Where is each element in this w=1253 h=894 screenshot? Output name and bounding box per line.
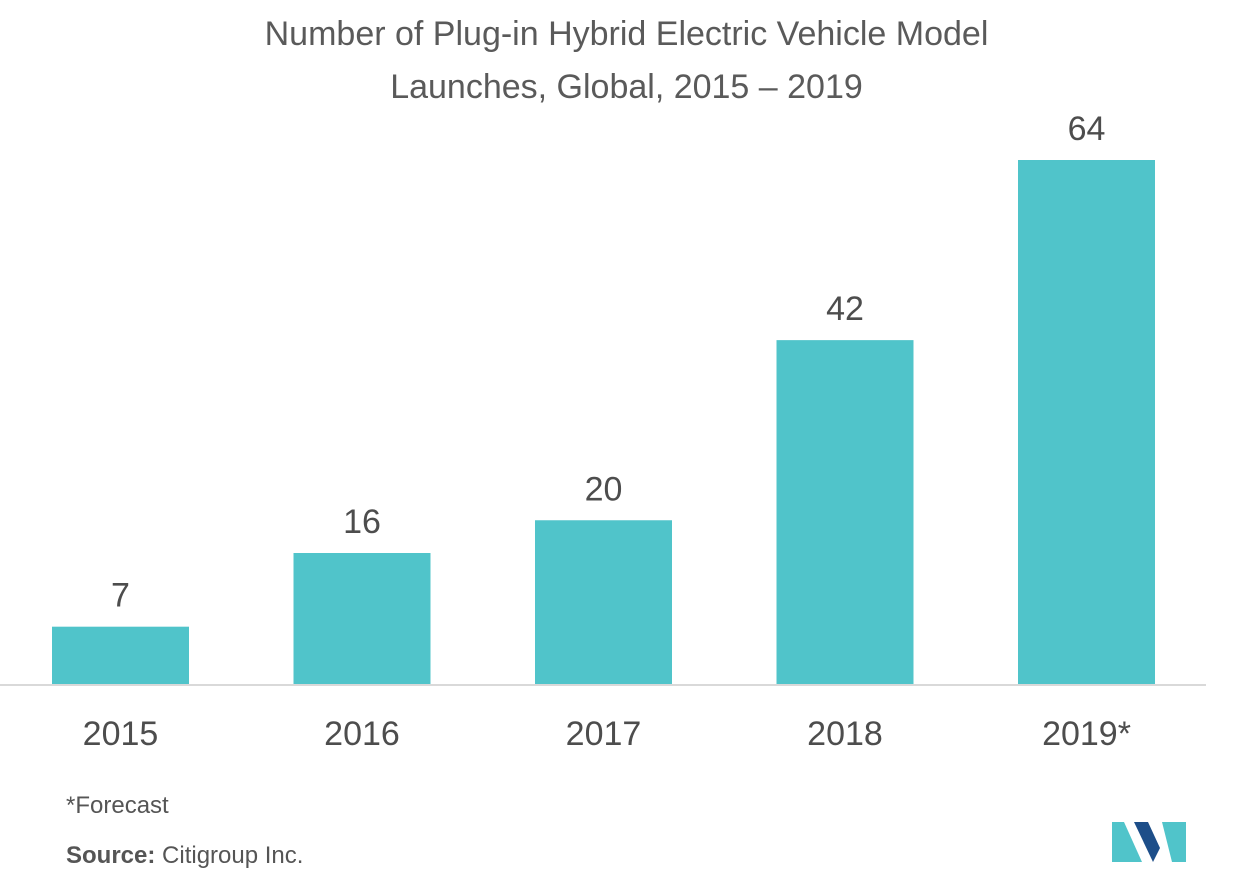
bar-2018 bbox=[776, 340, 914, 684]
bar-chart: 7 16 20 42 64 2015 2016 2017 2018 2019* bbox=[0, 110, 1206, 753]
x-tick-label-2017: 2017 bbox=[566, 715, 642, 753]
bar-2015 bbox=[52, 626, 189, 684]
value-label-2018: 42 bbox=[826, 290, 864, 328]
x-tick-label-2018: 2018 bbox=[807, 715, 883, 753]
chart-title: Number of Plug-in Hybrid Electric Vehicl… bbox=[0, 8, 1253, 114]
value-label-2015: 7 bbox=[111, 577, 130, 615]
logo-middle-shape bbox=[1134, 822, 1160, 862]
chart-title-line-1: Number of Plug-in Hybrid Electric Vehicl… bbox=[264, 15, 989, 53]
bar-2019* bbox=[1018, 160, 1155, 684]
x-tick-label-2016: 2016 bbox=[324, 715, 400, 753]
footnote: *Forecast bbox=[66, 792, 169, 819]
value-label-2017: 20 bbox=[585, 470, 623, 508]
source-text: Citigroup Inc. bbox=[162, 842, 304, 869]
company-logo-icon bbox=[1112, 822, 1186, 862]
value-label-2019*: 64 bbox=[1068, 110, 1106, 148]
value-label-2016: 16 bbox=[343, 503, 381, 541]
bars-group bbox=[52, 160, 1155, 684]
logo-right-shape bbox=[1162, 822, 1186, 862]
bar-2017 bbox=[535, 520, 672, 684]
value-labels-group: 7 16 20 42 64 bbox=[111, 110, 1105, 615]
source-label: Source: bbox=[66, 842, 156, 869]
x-tick-label-2019*: 2019* bbox=[1042, 715, 1131, 753]
bar-2016 bbox=[293, 553, 431, 684]
source-note: Source: Citigroup Inc. bbox=[66, 842, 303, 870]
logo-left-shape bbox=[1112, 822, 1142, 862]
x-tick-labels-group: 2015 2016 2017 2018 2019* bbox=[83, 715, 1131, 753]
x-tick-label-2015: 2015 bbox=[83, 715, 159, 753]
chart-title-line-2: Launches, Global, 2015 – 2019 bbox=[390, 68, 863, 106]
